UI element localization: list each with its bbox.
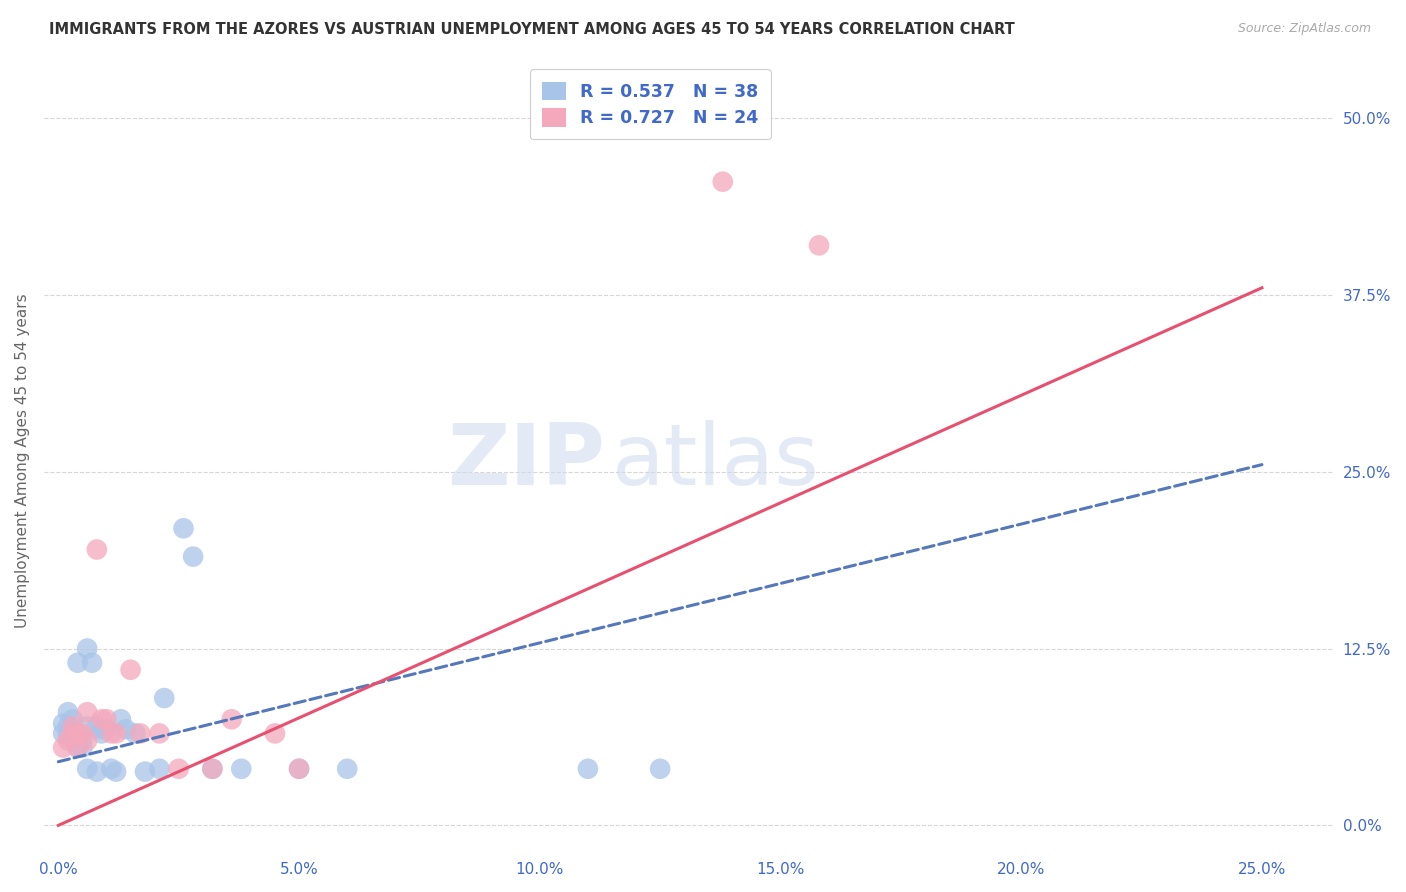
Point bbox=[62, 712, 84, 726]
Point bbox=[66, 731, 89, 745]
Point bbox=[62, 719, 84, 733]
Point bbox=[90, 712, 112, 726]
Point bbox=[129, 726, 152, 740]
Point bbox=[124, 726, 146, 740]
Point bbox=[72, 726, 94, 740]
Point bbox=[76, 719, 98, 733]
Point bbox=[105, 764, 128, 779]
Point bbox=[72, 740, 94, 755]
Point bbox=[100, 726, 122, 740]
Point bbox=[100, 762, 122, 776]
Point bbox=[76, 762, 98, 776]
Point bbox=[76, 641, 98, 656]
Point bbox=[66, 740, 89, 755]
Point bbox=[148, 726, 170, 740]
Point bbox=[86, 719, 108, 733]
Y-axis label: Unemployment Among Ages 45 to 54 years: Unemployment Among Ages 45 to 54 years bbox=[15, 293, 30, 628]
Point bbox=[288, 762, 311, 776]
Text: atlas: atlas bbox=[612, 419, 820, 502]
Point bbox=[110, 712, 132, 726]
Point bbox=[66, 656, 89, 670]
Point bbox=[120, 663, 142, 677]
Point bbox=[90, 722, 112, 736]
Point bbox=[264, 726, 287, 740]
Point bbox=[153, 691, 176, 706]
Point bbox=[173, 521, 195, 535]
Point bbox=[114, 722, 136, 736]
Point bbox=[86, 542, 108, 557]
Point bbox=[52, 716, 75, 731]
Point bbox=[52, 726, 75, 740]
Point bbox=[288, 762, 311, 776]
Point bbox=[650, 762, 672, 776]
Point bbox=[72, 733, 94, 747]
Point bbox=[66, 740, 89, 755]
Legend: R = 0.537   N = 38, R = 0.727   N = 24: R = 0.537 N = 38, R = 0.727 N = 24 bbox=[530, 70, 770, 139]
Point bbox=[66, 726, 89, 740]
Point bbox=[56, 705, 79, 719]
Point bbox=[56, 733, 79, 747]
Point bbox=[96, 722, 118, 736]
Point bbox=[90, 726, 112, 740]
Point bbox=[86, 764, 108, 779]
Point bbox=[201, 762, 224, 776]
Point bbox=[56, 719, 79, 733]
Point bbox=[221, 712, 243, 726]
Point bbox=[62, 733, 84, 747]
Point bbox=[62, 722, 84, 736]
Point bbox=[231, 762, 253, 776]
Text: IMMIGRANTS FROM THE AZORES VS AUSTRIAN UNEMPLOYMENT AMONG AGES 45 TO 54 YEARS CO: IMMIGRANTS FROM THE AZORES VS AUSTRIAN U… bbox=[49, 22, 1015, 37]
Point bbox=[80, 656, 103, 670]
Point bbox=[181, 549, 204, 564]
Point bbox=[62, 726, 84, 740]
Point bbox=[576, 762, 599, 776]
Point bbox=[76, 705, 98, 719]
Point bbox=[105, 726, 128, 740]
Text: Source: ZipAtlas.com: Source: ZipAtlas.com bbox=[1237, 22, 1371, 36]
Point bbox=[201, 762, 224, 776]
Point bbox=[76, 733, 98, 747]
Point bbox=[56, 726, 79, 740]
Point bbox=[336, 762, 359, 776]
Point bbox=[148, 762, 170, 776]
Point bbox=[711, 175, 734, 189]
Point bbox=[808, 238, 831, 252]
Point bbox=[134, 764, 156, 779]
Point bbox=[167, 762, 190, 776]
Point bbox=[96, 712, 118, 726]
Text: ZIP: ZIP bbox=[447, 419, 605, 502]
Point bbox=[52, 740, 75, 755]
